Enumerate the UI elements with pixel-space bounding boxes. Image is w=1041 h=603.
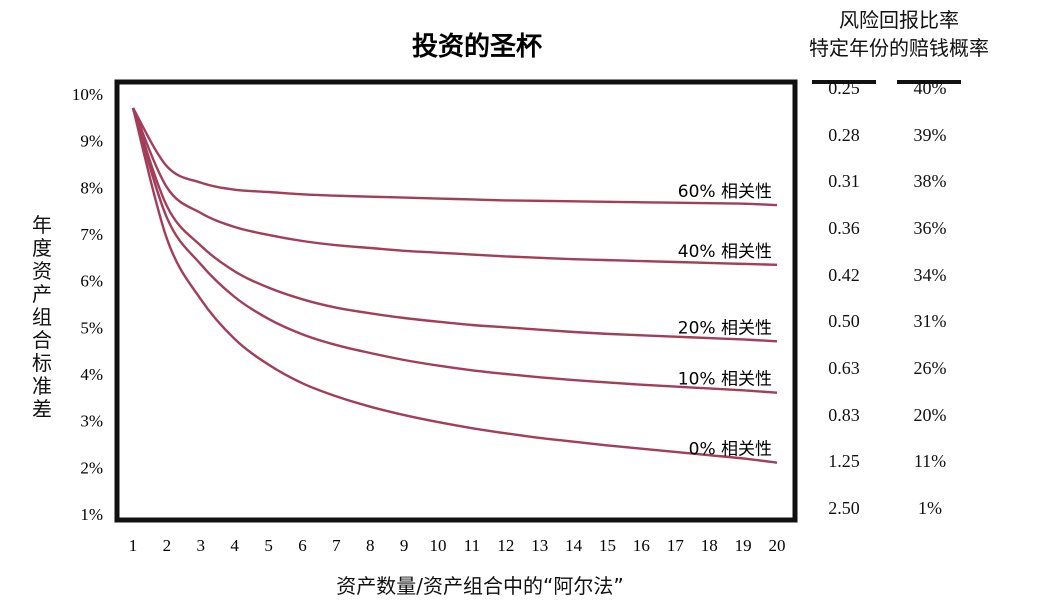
loss-probability: 11% [913,451,947,472]
y-tick-label: 7% [80,225,103,244]
risk-return-ratio: 1.25 [828,451,860,472]
loss-probability: 36% [913,218,947,238]
y-tick-label: 8% [80,178,103,197]
risk-return-ratio: 0.83 [828,404,860,425]
series-label: 20% 相关性 [678,318,772,338]
loss-probability: 31% [913,311,947,332]
loss-probability: 39% [913,124,947,145]
side-table-row: 0.28 39% [808,125,968,149]
chart-title: 投资的圣杯 [412,31,542,62]
risk-return-ratio: 0.25 [828,78,860,98]
x-tick-label: 18 [701,536,718,555]
y-tick-label: 10% [72,85,103,104]
side-table-header: 风险回报比率 特定年份的赔钱概率 [809,6,989,62]
series-lines [131,107,778,464]
x-tick-label: 11 [464,536,480,555]
x-tick-label: 8 [366,536,375,555]
x-tick-label: 3 [197,536,206,555]
series-label: 40% 相关性 [678,242,772,262]
x-tick-label: 15 [599,536,616,555]
y-tick-label: 2% [80,458,103,477]
y-tick-label: 6% [80,272,103,291]
loss-probability: 26% [913,358,947,378]
y-tick-label: 1% [80,505,103,524]
side-table-row: 0.31 38% [808,171,968,195]
x-tick-label: 13 [531,536,548,555]
risk-return-ratio: 0.63 [828,358,860,378]
side-table-row: 1.25 11% [808,451,968,475]
side-table-row: 0.42 34% [808,265,968,289]
loss-probability: 20% [913,404,947,425]
x-tick-label: 2 [163,536,172,555]
side-table-row: 0.36 36% [808,218,968,242]
x-axis-label: 资产数量/资产组合中的“阿尔法” [336,574,624,598]
loss-probability: 1% [918,498,942,518]
risk-return-ratio: 0.42 [828,264,860,285]
loss-probability: 40% [913,78,947,98]
series-line [131,107,778,207]
y-axis-label-char: 组 [32,305,52,329]
x-tick-label: 5 [264,536,273,555]
y-axis-ticks: 10% 9% 8% 7% 6% 5% 4% 3% 2% 1% [72,85,103,524]
side-table-row: 0.50 31% [808,311,968,335]
y-axis-label: 年度资产组合标准差 [30,214,54,421]
risk-return-ratio: 0.28 [828,124,860,145]
y-tick-label: 4% [80,365,103,384]
y-axis-label-char: 年 [32,213,52,237]
risk-return-ratio: 2.50 [828,498,860,518]
risk-return-ratio: 0.31 [828,171,860,192]
ratio-column-rule [812,80,876,84]
series-line [131,107,778,266]
x-tick-label: 17 [667,536,685,555]
y-tick-label: 3% [80,412,103,431]
y-axis-label-char: 差 [32,397,52,421]
x-tick-label: 16 [633,536,650,555]
y-axis-label-char: 度 [32,236,52,260]
side-table-header-line1: 风险回报比率 [839,8,959,32]
risk-return-ratio: 0.36 [828,218,860,238]
x-tick-label: 7 [332,536,341,555]
loss-probability: 34% [913,264,947,285]
x-axis-ticks: 1 2 3 4 5 6 7 8 9 10 11 12 13 14 15 16 17 18 19 20 [129,536,786,555]
series-label: 60% 相关性 [678,182,772,202]
risk-return-ratio: 0.50 [828,311,860,332]
x-tick-label: 20 [769,536,786,555]
x-tick-label: 6 [298,536,307,555]
side-table-row: 0.83 20% [808,405,968,429]
series-label: 10% 相关性 [678,370,772,390]
x-tick-label: 14 [565,536,583,555]
side-table-row: 0.25 40% [808,78,968,102]
series-line [131,107,778,343]
series-label: 0% 相关性 [689,440,772,460]
y-axis-label-char: 合 [32,328,52,352]
series-line [131,107,778,394]
y-tick-label: 9% [80,132,103,151]
series-labels: 60% 相关性 40% 相关性 20% 相关性 10% 相关性 0% 相关性 [678,182,772,460]
x-tick-label: 1 [129,536,138,555]
prob-column-rule [897,80,961,84]
plot-frame [114,79,798,523]
y-axis-label-char: 资 [32,259,52,283]
side-table-header-line2: 特定年份的赔钱概率 [809,36,989,60]
x-tick-label: 10 [430,536,447,555]
y-axis-label-char: 标 [32,351,52,375]
x-tick-label: 12 [497,536,514,555]
x-tick-label: 19 [735,536,752,555]
side-table-row: 2.50 1% [808,498,968,522]
side-table-row: 0.63 26% [808,358,968,382]
x-tick-label: 9 [400,536,409,555]
y-tick-label: 5% [80,318,103,337]
x-tick-label: 4 [230,536,239,555]
y-axis-label-char: 准 [32,374,52,398]
loss-probability: 38% [913,171,947,192]
series-line [131,107,778,464]
y-axis-label-char: 产 [32,282,52,306]
